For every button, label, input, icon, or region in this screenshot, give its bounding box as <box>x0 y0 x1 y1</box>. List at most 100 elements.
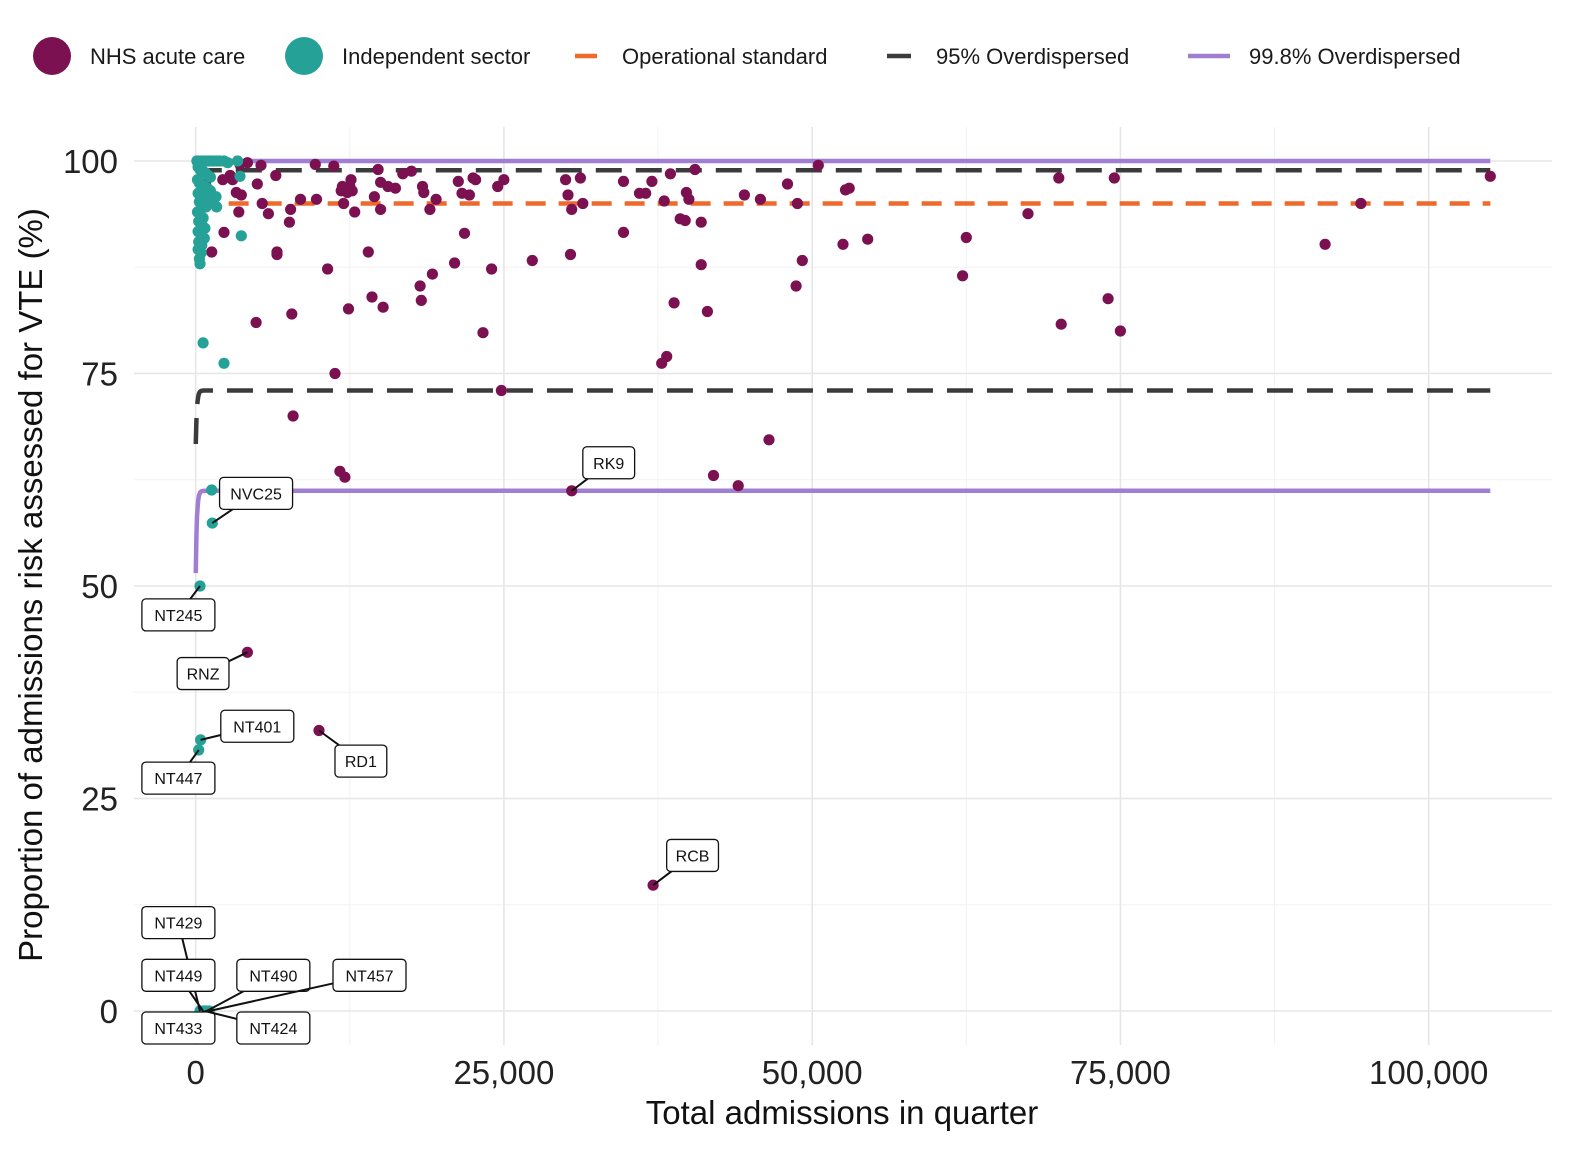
label-box <box>176 656 230 691</box>
data-point <box>1355 197 1367 210</box>
data-point <box>1055 318 1067 330</box>
data-point <box>309 158 321 170</box>
x-tick-label: 0 <box>186 1054 204 1091</box>
data-point <box>414 280 426 292</box>
x-tick-label: 50,000 <box>762 1054 863 1091</box>
point-label: RD1 <box>345 754 377 771</box>
data-point <box>426 268 438 280</box>
data-point <box>738 189 751 201</box>
data-point <box>763 434 775 446</box>
data-point <box>1484 170 1496 182</box>
label-box <box>141 905 216 940</box>
data-point <box>322 263 334 275</box>
data-point <box>234 170 246 182</box>
data-point <box>294 193 307 205</box>
legend-key-point <box>33 37 71 75</box>
data-point <box>960 231 972 244</box>
data-point <box>270 169 282 182</box>
data-point <box>210 191 222 203</box>
label-box <box>236 958 311 992</box>
data-point <box>566 203 578 215</box>
data-point <box>689 163 701 176</box>
data-point <box>1022 208 1034 220</box>
y-tick-label: 50 <box>81 568 118 605</box>
data-point <box>211 201 223 213</box>
y-tick-label: 75 <box>81 356 118 393</box>
point-label: NT429 <box>154 916 202 933</box>
data-point <box>796 254 808 267</box>
data-point <box>560 174 572 186</box>
data-point <box>1319 238 1331 250</box>
x-tick-label: 25,000 <box>453 1054 554 1091</box>
data-point <box>486 263 498 275</box>
data-point <box>250 316 262 329</box>
x-tick-label: 100,000 <box>1369 1054 1488 1091</box>
data-point <box>375 176 387 188</box>
data-point <box>366 291 378 303</box>
data-point <box>458 227 471 239</box>
data-point <box>839 184 852 196</box>
point-label: NT245 <box>154 608 202 625</box>
data-point <box>812 159 824 171</box>
data-point <box>310 193 323 205</box>
point-labels: RK9 NVC25 NT245 RNZ NT401 RD1 NT447 RCB NT429 NT4… <box>141 446 720 1045</box>
data-point <box>230 186 242 199</box>
point-label: RCB <box>676 848 710 865</box>
data-point <box>430 193 442 205</box>
data-point <box>334 465 346 477</box>
data-point <box>262 208 274 220</box>
data-point <box>218 357 230 369</box>
data-point <box>342 303 355 315</box>
data-point <box>206 484 218 496</box>
data-point <box>335 185 347 197</box>
data-point <box>701 305 714 318</box>
label-box <box>332 958 407 992</box>
data-point <box>664 168 677 180</box>
grid <box>134 127 1552 1045</box>
data-point <box>456 187 468 199</box>
axis-ticks: 0 25,000 50,000 75,000 100,000 0 25 50 75 100 <box>63 143 1488 1091</box>
x-axis-title: Total admissions in quarter <box>646 1094 1039 1131</box>
data-point <box>222 157 234 169</box>
data-point <box>1102 293 1114 305</box>
label-box <box>334 744 388 778</box>
data-point <box>255 159 267 171</box>
label-box <box>666 838 720 873</box>
y-axis-title: Proportion of admissions risk assessed f… <box>12 208 49 962</box>
data-point <box>617 175 630 187</box>
data-point <box>467 172 479 184</box>
lower-limit-line <box>193 388 1491 444</box>
x-tick-label: 75,000 <box>1070 1054 1171 1091</box>
data-point <box>405 165 417 177</box>
point-label: NT449 <box>154 968 202 985</box>
data-point <box>368 191 380 203</box>
data-point <box>1114 325 1126 337</box>
point-label: NT424 <box>249 1021 297 1038</box>
data-point <box>781 178 794 190</box>
data-point <box>206 246 218 258</box>
label-box <box>236 1011 311 1045</box>
data-point <box>338 197 350 210</box>
data-point <box>526 254 538 267</box>
data-point <box>424 203 436 215</box>
data-point <box>286 308 298 320</box>
data-point <box>375 203 387 215</box>
data-point <box>377 301 389 313</box>
y-tick-label: 25 <box>81 781 118 818</box>
data-point <box>562 189 574 201</box>
legend-label: Independent sector <box>342 44 530 69</box>
legend-key-point <box>285 37 323 75</box>
y-tick-label: 100 <box>63 143 118 180</box>
point-label: NT401 <box>233 719 281 736</box>
label-box <box>141 1011 216 1045</box>
point-label: NT490 <box>249 968 297 985</box>
data-point <box>256 197 268 210</box>
data-point <box>1108 172 1120 184</box>
data-point <box>271 248 283 261</box>
y-tick-label: 0 <box>100 993 118 1030</box>
data-point <box>564 248 577 261</box>
data-point <box>197 337 209 349</box>
data-point <box>452 175 464 187</box>
data-point <box>416 180 429 193</box>
legend-label: NHS acute care <box>90 44 245 69</box>
